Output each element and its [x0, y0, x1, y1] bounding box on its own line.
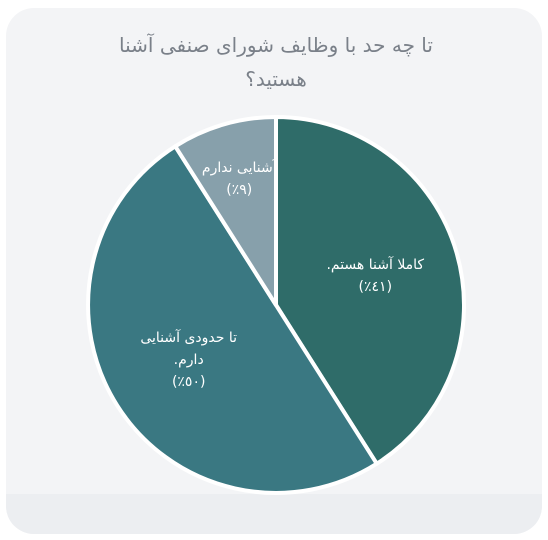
value-label: (٤١٪) [358, 279, 393, 296]
slice-label: تا حدودی آشنایی دارم. (٥٠٪) [134, 327, 244, 393]
slice-label: کاملا آشنا هستم. (٤١٪) [320, 254, 430, 298]
category-label: آشنایی ندارم [201, 159, 277, 176]
pie-slice [86, 144, 379, 495]
slice-label: آشنایی ندارم (٩٪) [184, 157, 294, 201]
chart [86, 115, 466, 495]
value-label: (٩٪) [226, 181, 253, 198]
category-label: کاملا آشنا هستم. [326, 257, 425, 274]
chart-title: تا چه حد با وظایف شورای صنفی آشنا هستید؟ [119, 33, 433, 91]
chart-card: تا چه حد با وظایف شورای صنفی آشنا هستید؟… [6, 8, 542, 534]
category-label: تا حدودی آشنایی دارم. [140, 330, 238, 369]
pie-slice [173, 115, 278, 307]
card-footer [6, 494, 542, 534]
value-label: (٥٠٪) [171, 374, 206, 391]
